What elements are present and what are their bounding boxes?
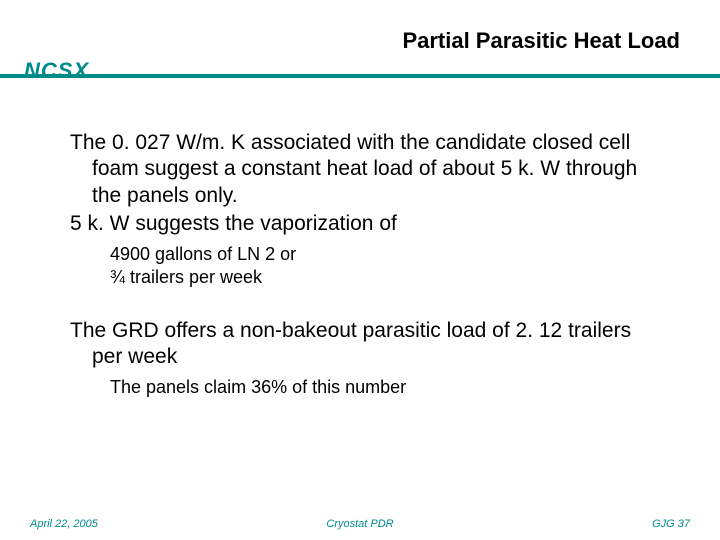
divider-line bbox=[0, 74, 720, 78]
logo-text: NCSX bbox=[24, 58, 89, 84]
paragraph-2: 5 k. W suggests the vaporization of bbox=[70, 211, 660, 237]
paragraph-1: The 0. 027 W/m. K associated with the ca… bbox=[70, 130, 660, 209]
slide-title: Partial Parasitic Heat Load bbox=[402, 28, 680, 54]
footer-page: GJG 37 bbox=[652, 518, 690, 530]
content-area: The 0. 027 W/m. K associated with the ca… bbox=[70, 130, 660, 400]
sub-item-2: ¾ trailers per week bbox=[70, 266, 660, 289]
footer-center: Cryostat PDR bbox=[0, 518, 720, 530]
sub-item-3: The panels claim 36% of this number bbox=[70, 376, 660, 399]
paragraph-3: The GRD offers a non-bakeout parasitic l… bbox=[70, 318, 660, 371]
sub-item-1: 4900 gallons of LN 2 or bbox=[70, 243, 660, 266]
